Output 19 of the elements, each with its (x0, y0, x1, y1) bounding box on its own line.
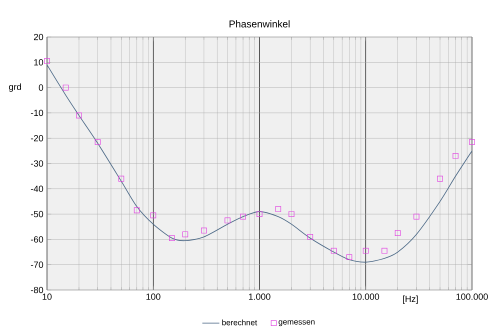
y-tick-label: 20 (34, 34, 44, 40)
x-tick-label: 10.000 (352, 294, 380, 300)
y-tick-label: -50 (30, 210, 44, 218)
x-tick-label: 10 (42, 294, 52, 300)
x-tick-label: 100.000 (456, 294, 488, 300)
y-tick-label: 10 (34, 59, 44, 66)
chart-title: Phasenwinkel (230, 20, 290, 28)
y-tick-label: -30 (30, 160, 44, 167)
x-tick-label: 1.000 (248, 294, 270, 300)
y-tick-label: -10 (30, 110, 44, 116)
y-tick-label: -70 (30, 262, 44, 268)
y-tick-label: 0 (38, 84, 44, 91)
y-tick-label: -80 (30, 286, 44, 294)
y-tick-label: -60 (30, 236, 44, 243)
y-tick-label: -40 (30, 186, 44, 192)
x-tick-label: 100 (146, 294, 160, 300)
y-axis-title: grd (8, 83, 21, 92)
y-tick-label: -20 (30, 135, 44, 142)
x-axis-title: [Hz] (403, 296, 418, 304)
